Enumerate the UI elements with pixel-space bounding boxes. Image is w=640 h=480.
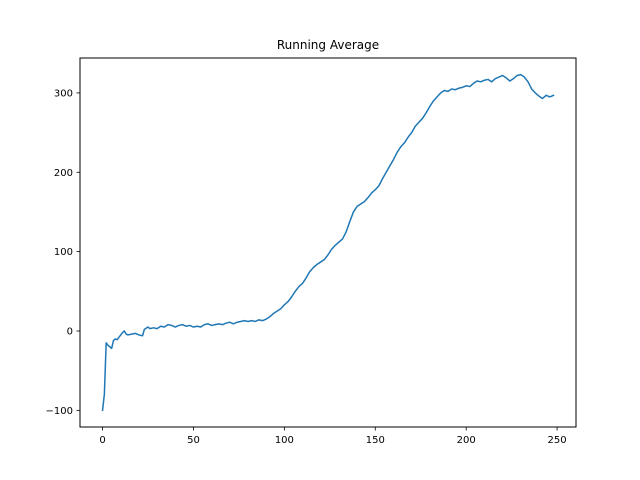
x-tick-label: 0 — [99, 435, 105, 446]
chart-title: Running Average — [277, 38, 379, 52]
series-line — [101, 73, 555, 412]
x-tick-label: 100 — [275, 435, 294, 446]
x-tick-label: 150 — [366, 435, 385, 446]
y-tick-label: −100 — [46, 406, 73, 417]
axes-frame — [79, 57, 577, 428]
plot-area — [101, 73, 555, 412]
y-tick-label: 300 — [54, 88, 73, 99]
y-tick-label: 100 — [54, 247, 73, 258]
y-axis: −100 0 100 200 300 — [46, 88, 80, 417]
x-axis: 0 50 100 150 200 250 — [99, 427, 567, 446]
x-tick-label: 50 — [187, 435, 200, 446]
x-tick-label: 200 — [457, 435, 476, 446]
y-tick-label: 200 — [54, 168, 73, 179]
x-tick-label: 250 — [548, 435, 567, 446]
y-tick-label: 0 — [67, 326, 73, 337]
